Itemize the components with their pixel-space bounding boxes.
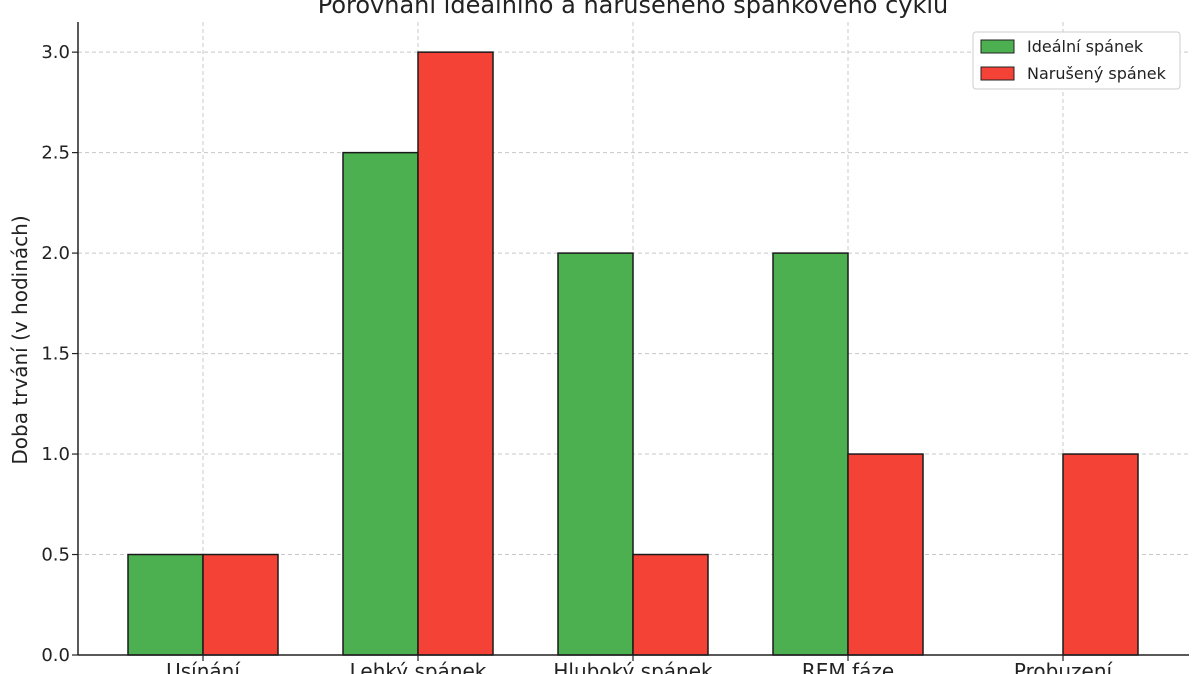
bar-ideal: [772, 252, 849, 656]
x-tick-label: Hluboký spánek: [553, 659, 713, 674]
bar-disturbed: [632, 553, 709, 656]
bar-disturbed: [847, 453, 924, 656]
x-tick-label: Usínání: [166, 659, 241, 674]
x-ticks: Usínání Lehký spánek Hluboký spánek REM fáz…: [166, 655, 1114, 674]
bar-ideal: [557, 252, 634, 656]
bar-ideal: [127, 553, 204, 656]
y-ticks: 0.0 0.5 1.0 1.5 2.0 2.5 3.0: [41, 42, 78, 666]
y-tick-label: 0.0: [41, 645, 70, 666]
bars: [127, 51, 1139, 656]
legend-label-ideal: Ideální spánek: [1027, 37, 1144, 56]
y-tick-label: 3.0: [41, 42, 70, 63]
legend: Ideální spánek Narušený spánek: [972, 31, 1181, 90]
legend-label-disturbed: Narušený spánek: [1027, 64, 1167, 83]
x-tick-label: Lehký spánek: [350, 659, 487, 674]
y-tick-label: 0.5: [41, 545, 70, 566]
x-tick-label: REM fáze: [802, 659, 894, 674]
legend-frame: [972, 31, 1181, 90]
y-tick-label: 2.5: [41, 143, 70, 164]
y-tick-label: 1.0: [41, 444, 70, 465]
y-axis-label: Doba trvání (v hodinách): [8, 215, 32, 464]
bar-disturbed: [1062, 453, 1139, 656]
bar-disturbed: [202, 553, 279, 656]
legend-swatch-ideal: [980, 39, 1015, 54]
bar-disturbed: [417, 51, 494, 656]
y-tick-label: 2.0: [41, 243, 70, 264]
chart-title: Porovnání ideálního a narušeného spánkov…: [318, 0, 949, 19]
y-tick-label: 1.5: [41, 344, 70, 365]
legend-swatch-disturbed: [980, 66, 1015, 81]
bar-ideal: [342, 151, 419, 656]
x-tick-label: Probuzení: [1014, 659, 1114, 674]
